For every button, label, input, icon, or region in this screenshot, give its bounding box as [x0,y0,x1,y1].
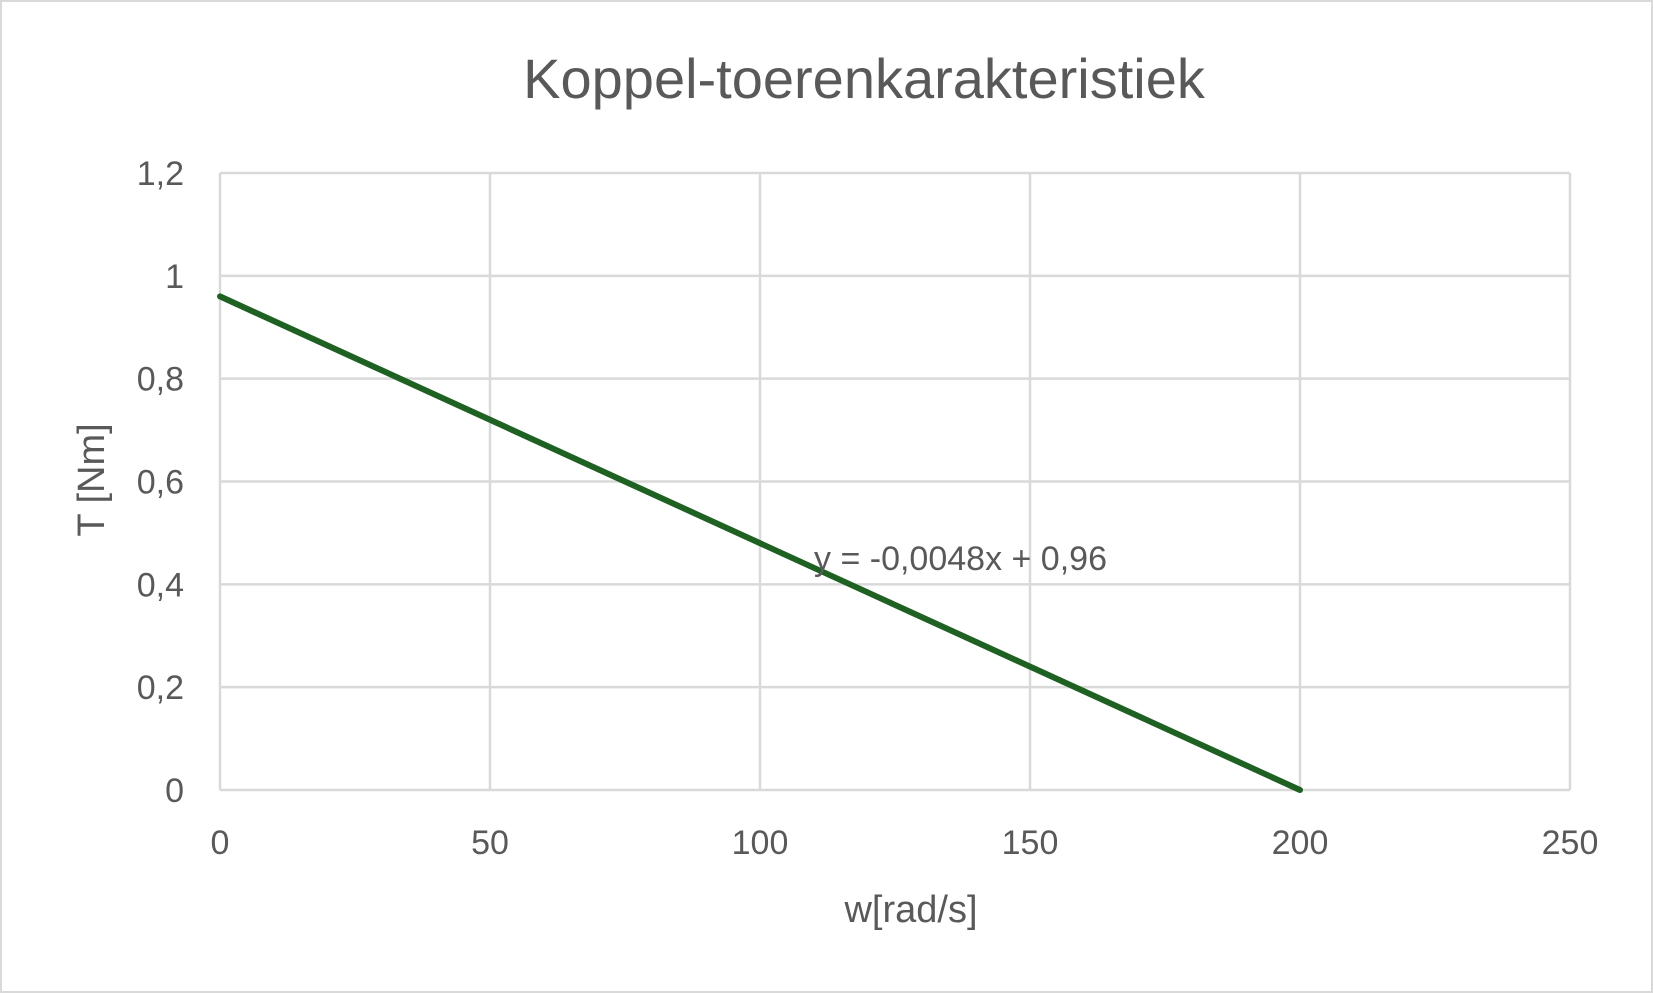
x-tick-label: 100 [732,824,789,862]
y-tick-label: 0,8 [137,361,184,399]
tick-labels: 0 0,2 0,4 0,6 0,8 1 1,2 0 50 100 150 200 250 [137,155,1599,862]
x-tick-label: 0 [211,824,230,862]
y-tick-label: 0,6 [137,464,184,502]
y-tick-label: 1,2 [137,155,184,193]
x-tick-label: 250 [1542,824,1599,862]
y-tick-label: 0,4 [137,566,184,604]
trendline-equation-label: y = -0,0048x + 0,96 [814,540,1107,578]
chart-title: Koppel-toerenkarakteristiek [523,47,1206,110]
annotations: y = -0,0048x + 0,96 [814,540,1107,578]
y-tick-label: 1 [165,258,184,296]
y-tick-label: 0 [165,772,184,810]
series-layer [217,293,1303,793]
x-tick-label: 150 [1002,824,1059,862]
x-axis-title: w[rad/s] [843,889,977,931]
y-axis-title: T [Nm] [71,423,113,536]
x-tick-label: 200 [1272,824,1329,862]
x-tick-label: 50 [471,824,509,862]
series-line [217,293,1303,793]
gridlines [218,171,1572,792]
y-tick-label: 0,2 [137,669,184,707]
